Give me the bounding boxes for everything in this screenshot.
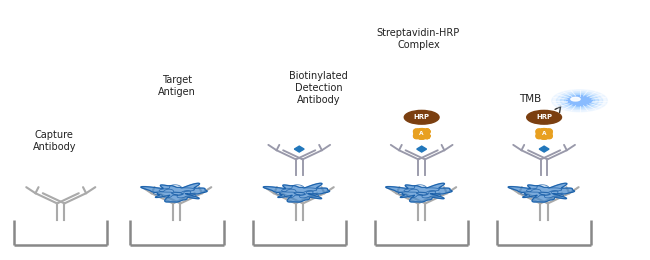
Polygon shape <box>263 183 330 202</box>
Polygon shape <box>508 183 575 202</box>
Text: Biotinylated
Detection
Antibody: Biotinylated Detection Antibody <box>289 71 348 105</box>
Text: Streptavidin-HRP
Complex: Streptavidin-HRP Complex <box>377 28 460 50</box>
Circle shape <box>552 90 607 112</box>
Circle shape <box>567 96 592 106</box>
Circle shape <box>404 110 439 124</box>
Text: HRP: HRP <box>413 114 430 120</box>
Circle shape <box>564 95 595 107</box>
Text: TMB: TMB <box>519 94 541 105</box>
Text: A: A <box>419 131 424 136</box>
Polygon shape <box>413 131 430 137</box>
Circle shape <box>571 97 580 101</box>
Polygon shape <box>540 146 549 152</box>
Circle shape <box>556 92 603 110</box>
Polygon shape <box>417 146 426 152</box>
Polygon shape <box>385 183 452 202</box>
Circle shape <box>560 93 599 108</box>
Text: Capture
Antibody: Capture Antibody <box>32 130 76 152</box>
Text: HRP: HRP <box>536 114 552 120</box>
Polygon shape <box>141 183 207 202</box>
Polygon shape <box>536 131 552 137</box>
Polygon shape <box>294 146 304 152</box>
Circle shape <box>526 110 562 124</box>
Text: Target
Antigen: Target Antigen <box>158 75 196 97</box>
Text: A: A <box>542 131 547 136</box>
